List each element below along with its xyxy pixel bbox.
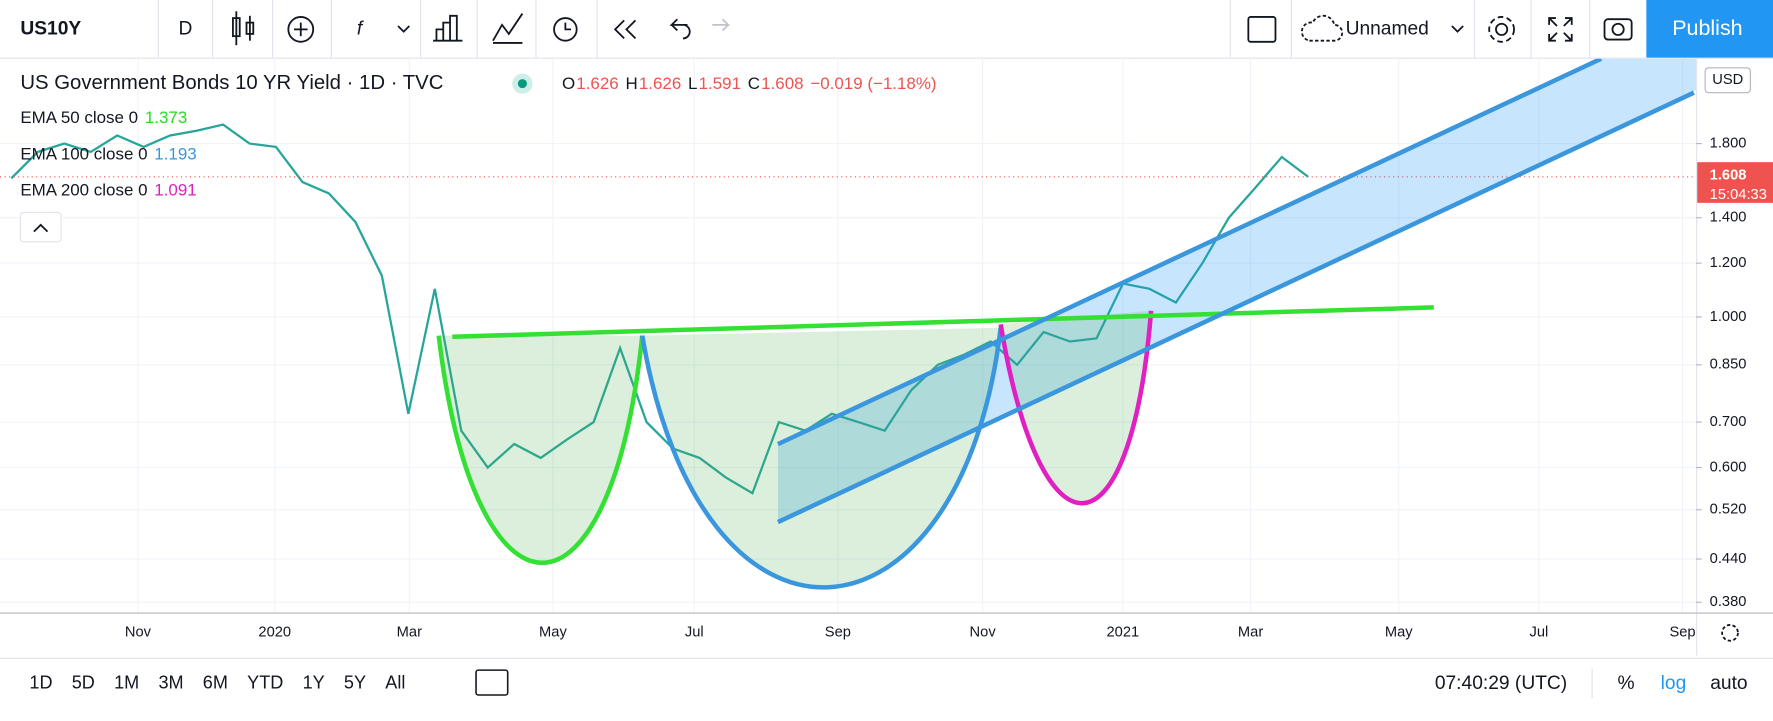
indicator-name: EMA 100 close 0	[20, 144, 147, 163]
range-button[interactable]: All	[385, 672, 405, 692]
layout-dropdown[interactable]	[1451, 25, 1464, 33]
redo-icon	[712, 18, 731, 32]
collapse-chevron[interactable]	[33, 223, 49, 233]
change: −0.019 (−1.18%)	[810, 74, 936, 93]
ohlc-label: C	[748, 74, 760, 93]
y-tick-label: 0.700	[1710, 414, 1747, 430]
axes: USD 0.380 0.440 0.520 0.600 0.700 0.850 1.000 1…	[0, 58, 1773, 659]
price-tag-text: 1.608 15:04:33	[1710, 168, 1767, 203]
y-tick-label: 0.520	[1710, 502, 1747, 518]
ohlc-value: 1.591	[699, 74, 741, 93]
alert-icon[interactable]	[492, 13, 524, 44]
indicator-value: 1.193	[154, 144, 196, 163]
x-tick-label: Mar	[1238, 625, 1263, 641]
y-tick-label: 0.440	[1710, 551, 1747, 567]
settings-icon[interactable]	[1495, 22, 1509, 36]
x-tick-label: Sep	[1669, 625, 1695, 641]
x-tick-label: May	[539, 625, 567, 641]
grid	[0, 58, 1697, 613]
undo-icon[interactable]	[669, 18, 691, 40]
ohlc-label: O	[562, 74, 575, 93]
indicator-name: EMA 50 close 0	[20, 108, 138, 127]
green-cup[interactable]	[436, 335, 645, 566]
plot	[0, 123, 1697, 495]
x-tick-label: Mar	[397, 625, 422, 641]
x-tick-label: Jul	[685, 625, 704, 641]
last-price: 1.608	[1710, 168, 1747, 184]
last-price-tag	[1697, 162, 1773, 203]
blue-cup[interactable]	[640, 327, 1003, 590]
collapse-button[interactable]	[19, 211, 62, 243]
neckline[interactable]	[452, 305, 1434, 340]
currency[interactable]: USD	[1712, 72, 1743, 88]
replay-icon[interactable]	[613, 19, 637, 40]
currency-box[interactable]	[1704, 67, 1751, 94]
y-tick-label: 1.800	[1710, 135, 1747, 151]
range-button[interactable]: 5Y	[344, 672, 366, 692]
fullscreen-box[interactable]	[1247, 16, 1277, 43]
bottom-toolbar: 1D 5D 1M 3M 6M YTD 1Y 5Y All 07:40:29 (UTC)% log au…	[29, 669, 1748, 699]
range-button[interactable]: 1M	[114, 672, 139, 692]
status-dot-inner	[517, 79, 527, 89]
channel-fill[interactable]	[777, 58, 1697, 523]
y-tick-label: 1.000	[1710, 309, 1747, 325]
x-tick-label: 2020	[258, 625, 291, 641]
compare-icon[interactable]	[287, 16, 315, 43]
log-toggle[interactable]: log	[1661, 673, 1687, 694]
range-button[interactable]: 6M	[203, 672, 228, 692]
channel-upper[interactable]	[776, 58, 1603, 447]
snapshot-icon[interactable]	[1603, 18, 1633, 41]
range-button[interactable]: YTD	[247, 672, 283, 692]
ohlc-label: H	[625, 74, 637, 93]
ohlc-label: L	[688, 74, 697, 93]
axis-settings[interactable]	[1721, 624, 1739, 642]
date-range-icon[interactable]	[475, 669, 509, 696]
drawings	[436, 58, 1697, 590]
cloud-icon[interactable]	[1301, 14, 1344, 42]
auto-toggle[interactable]: auto	[1710, 673, 1747, 694]
publish-label[interactable]: Publish	[1672, 16, 1742, 40]
layout-name[interactable]: Unnamed	[1346, 18, 1429, 39]
expand-icon[interactable]	[1548, 17, 1573, 42]
symbol[interactable]: US10Y	[20, 18, 81, 39]
x-tick-label: Jul	[1530, 625, 1549, 641]
indicator-name: EMA 200 close 0	[20, 180, 147, 199]
x-tick-label: Nov	[125, 625, 152, 641]
indicator-value: 1.091	[154, 180, 196, 199]
indicator-value: 1.373	[145, 108, 187, 127]
ohlc-value: 1.626	[576, 74, 618, 93]
ohlc-value: 1.608	[761, 74, 803, 93]
price-line	[10, 123, 1309, 495]
range-button[interactable]: 1D	[29, 672, 52, 692]
top-toolbar: US10Y D f Unnamed Publish	[0, 0, 1773, 59]
indicators-icon[interactable]: f	[357, 18, 364, 39]
range-button[interactable]: 1Y	[303, 672, 325, 692]
legend: US Government Bonds 10 YR Yield · 1D · T…	[19, 72, 937, 243]
x-tick-label: May	[1385, 625, 1413, 641]
dropdown[interactable]	[397, 25, 410, 33]
x-tick-label: Sep	[825, 625, 851, 641]
x-tick-label: 2021	[1106, 625, 1139, 641]
y-tick-label: 0.850	[1710, 357, 1747, 373]
y-tick-label: 0.380	[1710, 594, 1747, 610]
range-button[interactable]: 3M	[158, 672, 183, 692]
legend-title: US Government Bonds 10 YR Yield · 1D · T…	[20, 72, 443, 94]
range-button[interactable]: 5D	[72, 672, 95, 692]
templates-icon[interactable]	[433, 14, 463, 42]
interval[interactable]: D	[179, 18, 193, 39]
publish-button[interactable]	[1646, 0, 1773, 58]
x-tick-label: Nov	[970, 625, 997, 641]
alert-clock[interactable]	[553, 17, 578, 42]
y-tick-label: 1.200	[1710, 255, 1747, 271]
ohlc-value: 1.626	[639, 74, 681, 93]
countdown: 15:04:33	[1710, 187, 1767, 203]
channel-lower[interactable]	[776, 90, 1695, 525]
percent-toggle[interactable]: %	[1617, 673, 1634, 694]
y-tick-label: 1.400	[1710, 210, 1747, 226]
y-tick-label: 0.600	[1710, 459, 1747, 475]
clock: 07:40:29 (UTC)	[1435, 673, 1567, 694]
